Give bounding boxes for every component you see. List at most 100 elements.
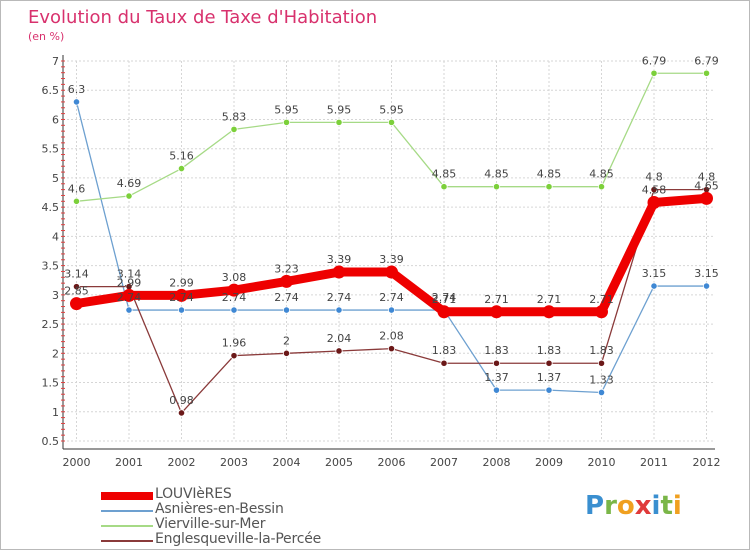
legend-label: Englesqueville-la-Percée: [155, 531, 322, 547]
data-label: 2.74: [222, 291, 247, 304]
data-point: [122, 288, 136, 302]
legend-swatch: [101, 492, 153, 500]
y-tick-label: 3: [52, 289, 59, 302]
data-point: [70, 297, 83, 311]
data-point: [282, 118, 291, 126]
data-label: 4.69: [117, 177, 142, 190]
data-point: [125, 192, 133, 200]
data-point: [175, 288, 188, 302]
data-label: 6.79: [694, 54, 719, 67]
data-label: 2.71: [589, 293, 614, 306]
data-label: 4.85: [537, 168, 562, 181]
data-label: 6.79: [642, 54, 667, 67]
data-label: 4.8: [698, 171, 716, 184]
y-tick-label: 4: [52, 230, 59, 243]
x-tick-label: 2000: [63, 456, 91, 469]
data-label: 1.83: [484, 344, 509, 357]
data-label: 4.8: [645, 171, 663, 184]
data-label: 2.71: [484, 293, 509, 306]
data-label: 3.39: [379, 253, 404, 266]
data-point: [545, 386, 553, 394]
data-label: 5.83: [222, 110, 247, 123]
y-tick-label: 3.5: [42, 260, 60, 273]
data-point: [387, 345, 396, 353]
x-tick-label: 2007: [430, 456, 458, 469]
x-tick-label: 2011: [640, 456, 668, 469]
data-label: 6.3: [68, 83, 86, 96]
data-point: [490, 305, 503, 319]
data-label: 1.83: [589, 344, 614, 357]
chart-unit: (en %): [28, 30, 65, 43]
x-tick-label: 2010: [588, 456, 616, 469]
data-point: [335, 118, 343, 126]
data-point: [597, 183, 606, 191]
data-point: [440, 359, 448, 367]
data-point: [335, 306, 343, 314]
data-label: 2.74: [432, 291, 457, 304]
logo-letter: i: [672, 491, 682, 521]
data-label: 4.58: [642, 183, 667, 196]
data-label: 1.37: [537, 371, 562, 384]
data-point: [177, 164, 186, 173]
x-tick-label: 2006: [378, 456, 406, 469]
data-label: 2.74: [117, 291, 142, 304]
proxiti-logo: Proxiti: [585, 491, 682, 521]
y-tick-label: 7: [52, 55, 59, 68]
data-label: 3.14: [117, 268, 142, 281]
data-point: [492, 183, 501, 191]
logo-letter: P: [585, 491, 605, 521]
x-tick-label: 2005: [325, 456, 353, 469]
data-label: 5.16: [169, 150, 194, 163]
data-label: 2.74: [169, 291, 194, 304]
x-tick-label: 2002: [168, 456, 196, 469]
legend-label: LOUVIèRES: [155, 486, 232, 502]
data-label: 1.37: [484, 371, 509, 384]
data-point: [177, 306, 186, 314]
data-label: 2.04: [327, 332, 352, 345]
legend-label: Asnières-en-Bessin: [155, 501, 284, 517]
legend-label: Vierville-sur-Mer: [155, 516, 266, 532]
data-label: 2.74: [379, 291, 404, 304]
data-point: [387, 306, 396, 314]
x-tick-label: 2004: [273, 456, 301, 469]
data-point: [650, 186, 658, 194]
y-tick-label: 4.5: [42, 201, 60, 214]
data-point: [230, 306, 238, 314]
data-point: [72, 197, 81, 205]
data-label: 4.85: [484, 168, 509, 181]
data-label: 4.65: [694, 179, 719, 192]
data-label: 2.85: [64, 285, 89, 298]
data-point: [492, 359, 501, 367]
data-point: [282, 349, 291, 357]
data-point: [597, 388, 606, 397]
data-label: 3.39: [327, 253, 352, 266]
data-label: 4.85: [432, 168, 457, 181]
data-label: 2.74: [327, 291, 352, 304]
y-tick-label: 5: [52, 172, 59, 185]
data-point: [125, 306, 133, 314]
data-label: 2.08: [379, 330, 404, 343]
data-point: [230, 352, 238, 360]
data-point: [440, 183, 448, 191]
x-tick-label: 2008: [483, 456, 511, 469]
data-label: 1.96: [222, 337, 247, 350]
legend-swatch: [101, 510, 153, 512]
data-label: 2.71: [432, 293, 457, 306]
data-point: [72, 283, 81, 291]
data-label: 4.85: [589, 168, 614, 181]
data-point: [492, 386, 501, 394]
logo-letter: x: [634, 491, 652, 521]
data-label: 2.99: [169, 276, 194, 289]
y-tick-label: 2: [52, 347, 59, 360]
data-point: [335, 347, 343, 355]
data-label: 3.08: [222, 271, 247, 284]
data-point: [230, 125, 238, 133]
data-point: [650, 69, 658, 77]
logo-letter: o: [616, 491, 635, 521]
data-point: [700, 191, 713, 205]
data-label: 2.71: [537, 293, 562, 306]
y-tick-label: 1: [52, 406, 59, 419]
data-point: [385, 265, 398, 279]
